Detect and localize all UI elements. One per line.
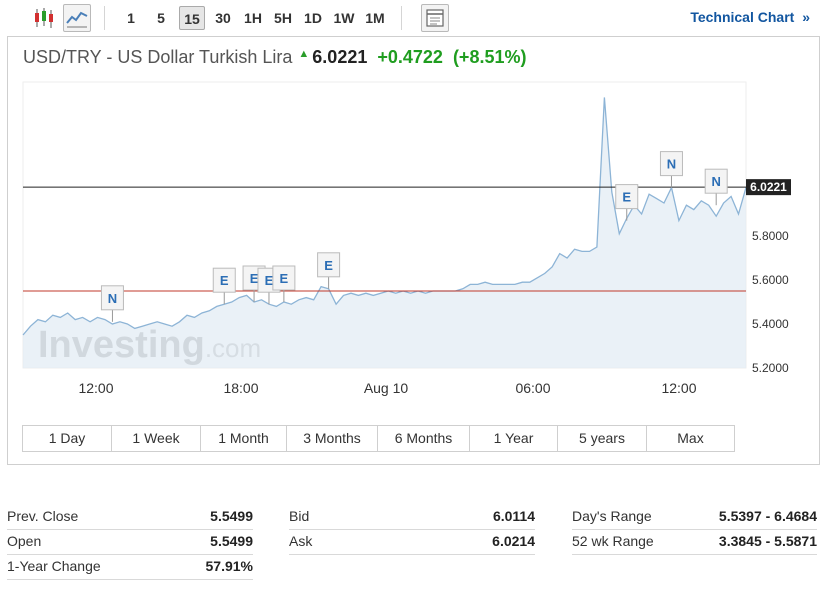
stat-label: Open [7,533,42,549]
technical-chart-link[interactable]: Technical Chart » [690,9,810,25]
price-series-line [22,97,747,336]
y-tick-label: 5.6000 [752,273,789,287]
range-5-years-button[interactable]: 5 years [558,426,647,451]
stat-days-range: Day's Range 5.5397 - 6.4684 [572,505,817,530]
event-marker-label: N [108,291,117,306]
timeframe-5h-button[interactable]: 5H [274,10,292,26]
stat-value: 5.5499 [210,508,253,524]
x-tick-label: Aug 10 [364,380,409,396]
price-change-percent: (+8.51%) [452,47,527,67]
x-tick-label: 12:00 [661,380,696,396]
stat-label: Ask [289,533,313,549]
current-price-label: 6.0221 [750,180,787,194]
timeframe-30-button[interactable]: 30 [215,10,231,26]
event-marker-badge[interactable] [212,267,236,293]
event-marker-label: N [711,174,720,189]
event-marker-label: E [220,273,229,288]
event-marker-badge[interactable] [659,151,683,177]
technical-chart-label: Technical Chart [690,9,795,25]
y-tick-label: 5.4000 [752,317,789,331]
y-tick-label: 5.2000 [752,361,789,375]
timeframe-1d-button[interactable]: 1D [304,10,322,26]
timeframe-1w-button[interactable]: 1W [333,10,355,26]
stat-value: 6.0214 [492,533,535,549]
timeframe-5-button[interactable]: 5 [157,10,165,26]
range-6-months-button[interactable]: 6 Months [378,426,470,451]
toolbar-separator [401,6,402,30]
calendar-icon[interactable] [421,4,449,32]
current-price-tag [746,179,791,196]
stat-value: 57.91% [205,558,253,574]
event-marker-label: E [622,190,631,205]
timeframe-1m-button[interactable]: 1M [365,10,385,26]
stat-bid: Bid 6.0114 [289,505,535,530]
stat-prev-close: Prev. Close 5.5499 [7,505,253,530]
stat-value: 5.5499 [210,533,253,549]
stat-year-change: 1-Year Change 57.91% [7,555,253,580]
instrument-name: USD/TRY - US Dollar Turkish Lira [23,47,293,67]
stat-52wk-range: 52 wk Range 3.3845 - 5.5871 [572,530,817,555]
event-marker-badge[interactable] [704,168,728,194]
timeframe-15-button[interactable]: 15 [179,6,205,30]
event-marker-label: E [250,271,259,286]
event-marker-badge[interactable] [272,265,296,291]
event-marker-label: E [280,271,289,286]
double-chevron-right-icon: » [802,9,810,25]
range-1-month-button[interactable]: 1 Month [201,426,287,451]
stat-ask: Ask 6.0214 [289,530,535,555]
event-marker-badge[interactable] [317,252,341,278]
x-tick-label: 06:00 [515,380,550,396]
chart-toolbar: 1 5 15 30 1H 5H 1D 1W 1M Technical Chart… [0,0,822,36]
price-chart[interactable]: Investing.com6.02215.20005.40005.60005.8… [8,37,819,425]
x-tick-label: 12:00 [78,380,113,396]
event-marker-label: N [667,157,676,172]
stat-value: 6.0114 [492,508,535,524]
y-tick-label: 5.8000 [752,229,789,243]
range-1-year-button[interactable]: 1 Year [470,426,558,451]
event-marker-label: E [324,258,333,273]
stat-value: 5.5397 - 6.4684 [718,508,817,524]
timeframe-1h-button[interactable]: 1H [244,10,262,26]
stat-value: 3.3845 - 5.5871 [718,533,817,549]
instrument-header: USD/TRY - US Dollar Turkish Lira ▲ 6.0221 +… [23,47,526,68]
area-chart-icon[interactable] [63,4,91,32]
x-tick-label: 18:00 [223,380,258,396]
range-3-months-button[interactable]: 3 Months [287,426,378,451]
range-1-day-button[interactable]: 1 Day [23,426,112,451]
stat-label: 52 wk Range [572,533,654,549]
range-1-week-button[interactable]: 1 Week [112,426,201,451]
stat-label: 1-Year Change [7,558,101,574]
event-marker-label: E [265,273,274,288]
toolbar-separator [104,6,105,30]
candlestick-icon[interactable] [30,4,58,32]
price-area [23,97,746,369]
range-selector: 1 Day 1 Week 1 Month 3 Months 6 Months 1… [22,425,735,452]
timeframe-1-button[interactable]: 1 [127,10,135,26]
stat-open: Open 5.5499 [7,530,253,555]
price-change: +0.4722 [377,47,443,67]
last-price: 6.0221 [312,47,368,67]
event-marker-badge[interactable] [100,285,124,311]
stat-label: Day's Range [572,508,652,524]
chart-panel: USD/TRY - US Dollar Turkish Lira ▲ 6.0221 +… [7,36,820,465]
up-arrow-icon: ▲ [298,48,310,60]
stat-label: Prev. Close [7,508,79,524]
event-marker-badge[interactable] [615,184,639,210]
stat-label: Bid [289,508,310,524]
range-max-button[interactable]: Max [647,426,734,451]
